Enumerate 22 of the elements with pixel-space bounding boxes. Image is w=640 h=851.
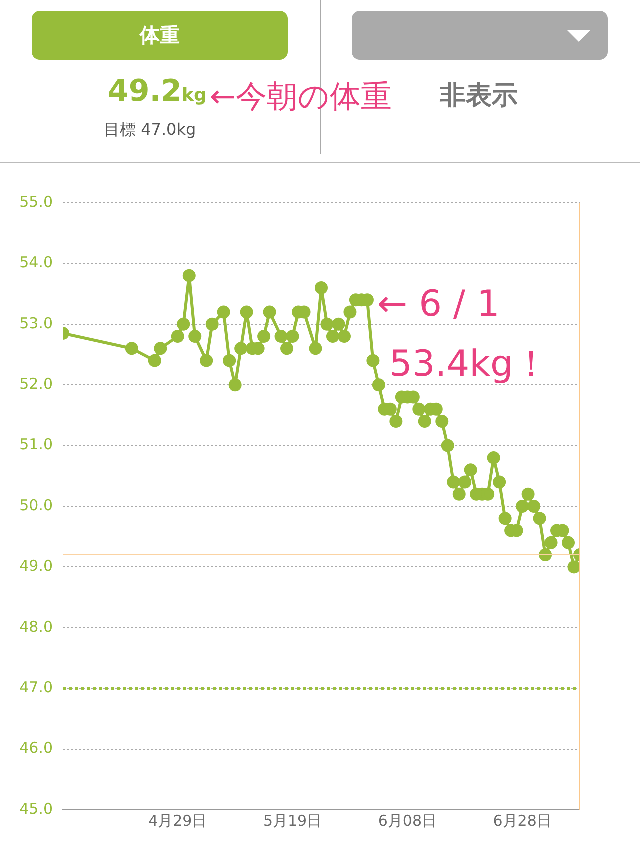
text: 目標 47.0kg	[104, 120, 196, 141]
y-tick-label: 52.0	[20, 374, 53, 393]
x-tick-label: 4月29日	[148, 812, 208, 830]
text: ←今朝の体重	[210, 78, 392, 117]
annotation: ← 6 / 1 53.4kg！	[377, 284, 550, 386]
text: 49.2	[108, 74, 182, 109]
x-tick-label: 5月19日	[263, 812, 322, 830]
y-tick-label: 49.0	[20, 557, 53, 576]
y-tick-label: 47.0	[20, 678, 53, 696]
y-tick-label: 53.0	[20, 314, 53, 332]
y-tick-label: 51.0	[20, 436, 53, 454]
y-tick-label: 55.0	[20, 192, 53, 211]
y-tick-label: 54.0	[20, 254, 53, 272]
y-tick-label: 48.0	[20, 618, 53, 636]
y-tick-label: 45.0	[20, 800, 53, 818]
x-tick-label: 6月28日	[493, 812, 552, 830]
x-tick-label: 6月08日	[378, 812, 437, 830]
text: 非表示	[440, 80, 518, 113]
text: 体重	[32, 11, 288, 60]
text: kg	[182, 85, 207, 106]
y-tick-label: 50.0	[20, 496, 53, 514]
y-tick-label: 46.0	[20, 739, 53, 758]
